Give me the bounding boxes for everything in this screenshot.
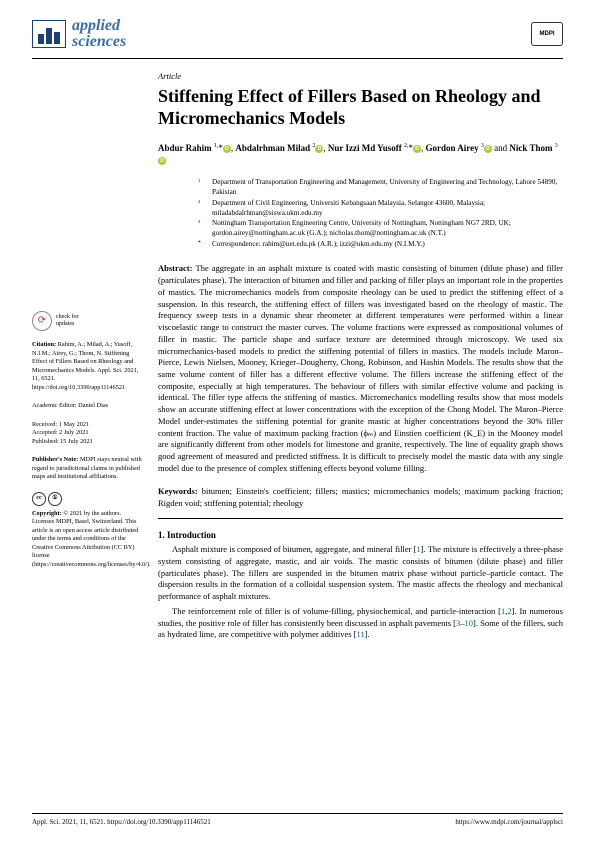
citation-block: Citation: Rahim, A.; Milad, A.; Yusoff, … [32,341,144,392]
footer-right: https://www.mdpi.com/journal/applsci [455,818,563,826]
affiliations: 1Department of Transportation Engineerin… [198,178,563,249]
keywords-text: bitumen; Einstein's coefficient; fillers… [158,486,563,508]
orcid-icon: D [413,145,421,153]
check-updates-label: check for updates [56,314,79,327]
citation-ref[interactable]: 1 [416,544,420,554]
citation-ref[interactable]: 10 [465,618,474,628]
mdpi-logo-icon: MDPI [531,22,563,46]
cc-license-icon: cc ① [32,492,62,506]
footer-left: Appl. Sci. 2021, 11, 6521. https://doi.o… [32,818,211,826]
accepted-date: Accepted: 2 July 2021 [32,429,144,438]
authors-line: Abdur Rahim 1,*D, Abdalrhman Milad 2D, N… [158,142,563,167]
main-column: Article Stiffening Effect of Fillers Bas… [158,71,563,644]
journal-brand: applied sciences [32,18,126,50]
journal-logo-icon [32,20,66,48]
abstract: Abstract: The aggregate in an asphalt mi… [158,263,563,474]
pubnote-label: Publisher's Note: [32,456,78,463]
section-rule [158,518,563,519]
editor-name: Daniel Dias [78,402,108,409]
affiliation-text: Nottingham Transportation Engineering Ce… [212,219,563,238]
affiliation-text: Department of Transportation Engineering… [212,178,563,197]
copyright-text: © 2021 by the authors. Licensee MDPI, Ba… [32,510,151,568]
check-updates-badge[interactable]: ⟳ check for updates [32,311,144,331]
citation-ref[interactable]: 1 [501,606,505,616]
check-updates-icon: ⟳ [32,311,52,331]
citation-ref[interactable]: 2 [507,606,511,616]
orcid-icon: D [223,145,231,153]
page-header: applied sciences MDPI [0,0,595,58]
section-heading: 1. Introduction [158,529,563,541]
body-paragraph: Asphalt mixture is composed of bitumen, … [158,544,563,603]
header-rule [32,58,563,59]
published-date: Published: 15 July 2021 [32,438,144,447]
citation-ref[interactable]: 11 [357,629,365,639]
copyright-label: Copyright: [32,510,62,517]
received-date: Received: 1 May 2021 [32,421,144,430]
keywords: Keywords: bitumen; Einstein's coefficien… [158,486,563,509]
affiliation-text: Department of Civil Engineering, Univers… [212,199,563,218]
orcid-icon: D [158,157,166,165]
license-block: cc ① Copyright: © 2021 by the authors. L… [32,492,144,570]
sidebar: ⟳ check for updates Citation: Rahim, A.;… [32,71,144,644]
page-footer: Appl. Sci. 2021, 11, 6521. https://doi.o… [32,813,563,826]
editor-label: Academic Editor: [32,402,77,409]
editor-block: Academic Editor: Daniel Dias [32,402,144,411]
body-paragraph: The reinforcement role of filler is of v… [158,606,563,641]
citation-text: Rahim, A.; Milad, A.; Yusoff, N.I.M.; Ai… [32,341,138,391]
citation-ref[interactable]: 3 [456,618,460,628]
article-title: Stiffening Effect of Fillers Based on Rh… [158,86,563,130]
publishers-note-block: Publisher's Note: MDPI stays neutral wit… [32,456,144,482]
orcid-icon: D [315,145,323,153]
journal-name: applied sciences [72,18,126,50]
dates-block: Received: 1 May 2021 Accepted: 2 July 20… [32,421,144,447]
orcid-icon: D [484,145,492,153]
article-type: Article [158,71,563,83]
correspondence-text: Correspondence: rahim@uet.edu.pk (A.R.);… [212,240,425,250]
abstract-text: The aggregate in an asphalt mixture is c… [158,263,563,472]
citation-label: Citation: [32,341,56,348]
